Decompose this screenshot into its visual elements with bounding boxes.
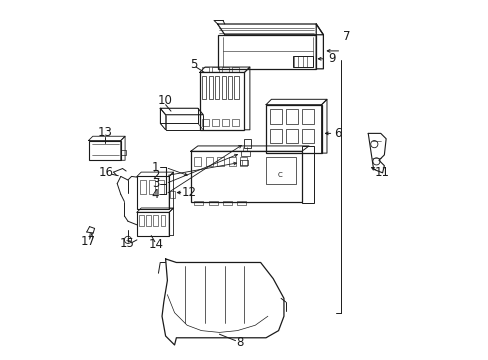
Bar — [270, 129, 282, 143]
Bar — [202, 76, 206, 99]
Bar — [199, 72, 244, 130]
Bar — [217, 157, 224, 166]
Text: 7: 7 — [342, 30, 350, 43]
Bar — [146, 215, 151, 226]
Text: 16: 16 — [99, 166, 114, 179]
Bar — [241, 150, 249, 156]
Bar — [208, 201, 217, 205]
Text: 8: 8 — [236, 336, 244, 348]
Bar — [232, 119, 238, 126]
Bar — [285, 109, 297, 124]
Bar — [265, 105, 321, 153]
Text: 9: 9 — [327, 52, 335, 65]
Bar — [139, 215, 143, 226]
Bar — [244, 139, 250, 148]
Text: 10: 10 — [157, 94, 172, 107]
Bar — [169, 191, 175, 198]
Text: 2: 2 — [151, 169, 159, 182]
Bar — [208, 76, 212, 99]
Text: 14: 14 — [149, 238, 164, 251]
Bar — [190, 151, 301, 202]
Bar — [228, 157, 235, 166]
Bar — [158, 180, 164, 194]
Bar — [217, 35, 316, 69]
Bar — [223, 201, 231, 205]
Bar — [227, 76, 232, 99]
Text: 3: 3 — [152, 177, 159, 190]
Bar — [148, 180, 155, 194]
Bar — [202, 119, 208, 126]
Bar — [234, 76, 238, 99]
Bar — [237, 201, 246, 205]
Text: 15: 15 — [119, 237, 134, 250]
Text: 13: 13 — [97, 126, 112, 139]
Bar — [205, 157, 212, 166]
Bar — [202, 67, 208, 72]
Bar — [240, 160, 247, 165]
Bar — [221, 76, 225, 99]
Bar — [301, 109, 313, 124]
Bar — [88, 140, 121, 160]
Bar — [301, 129, 313, 143]
Bar — [160, 215, 165, 226]
Text: 17: 17 — [81, 235, 96, 248]
Bar — [137, 176, 169, 209]
Bar — [153, 215, 158, 226]
Bar — [232, 67, 238, 72]
Text: 4: 4 — [151, 188, 159, 201]
Bar — [212, 119, 218, 126]
Bar — [292, 56, 312, 67]
Bar — [194, 201, 203, 205]
Bar — [140, 180, 146, 194]
Text: 6: 6 — [333, 127, 341, 140]
Text: 5: 5 — [189, 58, 197, 71]
Text: 11: 11 — [374, 166, 389, 179]
Bar — [121, 149, 126, 155]
Bar — [215, 76, 219, 99]
Text: 12: 12 — [182, 186, 196, 199]
Bar — [137, 212, 169, 235]
Bar — [222, 67, 228, 72]
Bar — [194, 157, 201, 166]
Text: 1: 1 — [151, 161, 159, 174]
Bar — [285, 129, 297, 143]
Bar — [240, 157, 247, 166]
Bar — [265, 157, 296, 184]
Bar — [270, 109, 282, 124]
Bar — [301, 146, 314, 203]
Bar — [212, 67, 218, 72]
Bar — [222, 119, 228, 126]
Text: C: C — [277, 172, 282, 177]
